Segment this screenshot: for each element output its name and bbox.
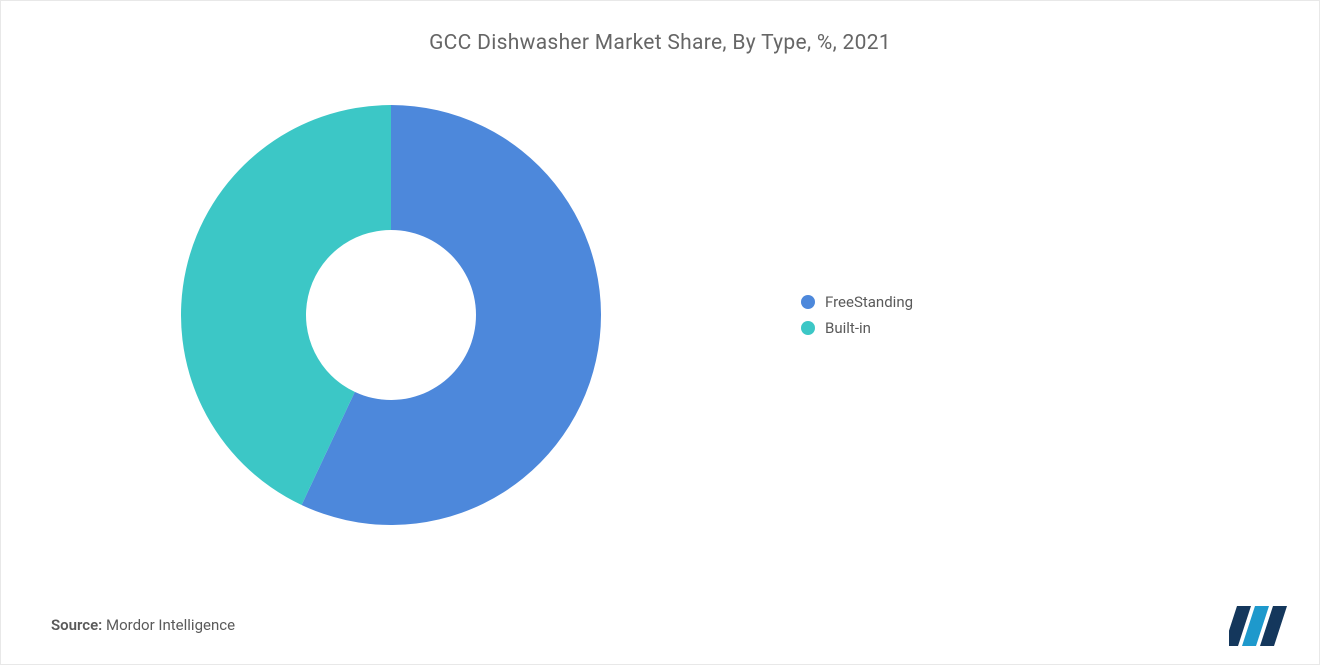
brand-logo: [1229, 606, 1289, 646]
source-label: Source:: [51, 616, 102, 634]
chart-title: GCC Dishwasher Market Share, By Type, %,…: [51, 31, 1269, 55]
donut-chart: [181, 105, 601, 525]
source-text: Mordor Intelligence: [106, 616, 235, 634]
legend: FreeStanding Built-in: [801, 293, 913, 337]
legend-label: FreeStanding: [825, 293, 913, 311]
chart-area: FreeStanding Built-in: [51, 75, 1269, 555]
source-attribution: Source: Mordor Intelligence: [51, 616, 235, 634]
legend-label: Built-in: [825, 319, 871, 337]
legend-marker-icon: [801, 295, 815, 309]
legend-item-1: Built-in: [801, 319, 913, 337]
donut-wrapper: [181, 105, 601, 525]
legend-item-0: FreeStanding: [801, 293, 913, 311]
legend-marker-icon: [801, 321, 815, 335]
chart-container: GCC Dishwasher Market Share, By Type, %,…: [0, 0, 1320, 665]
